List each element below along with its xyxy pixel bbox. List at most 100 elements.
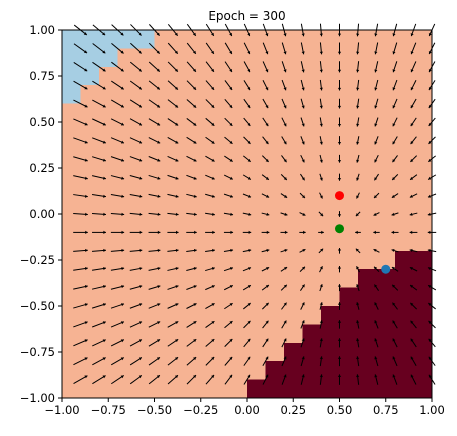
vector-arrow — [205, 117, 215, 127]
vector-arrow — [392, 374, 398, 385]
vector-arrow — [319, 374, 323, 385]
vector-arrow — [73, 230, 88, 234]
vector-arrow — [356, 338, 360, 348]
vector-arrow — [110, 285, 125, 290]
vector-arrow — [73, 303, 88, 309]
vector-arrow — [243, 356, 251, 366]
vector-arrow — [167, 212, 179, 216]
vector-arrow — [373, 192, 380, 199]
vector-arrow — [92, 212, 106, 216]
vector-arrow — [337, 320, 342, 329]
vector-arrow — [374, 61, 379, 73]
vector-arrow — [319, 117, 323, 127]
vector-arrow — [110, 99, 125, 108]
vector-arrow — [281, 155, 287, 163]
vector-arrow — [261, 193, 270, 198]
vector-arrow — [111, 42, 124, 54]
vector-arrow — [356, 192, 360, 199]
vector-arrow — [319, 136, 323, 145]
vector-arrow — [392, 117, 398, 127]
vector-arrow — [410, 136, 417, 145]
vector-arrow — [242, 174, 252, 180]
vector-arrow — [356, 117, 360, 127]
vector-arrow — [186, 155, 197, 162]
vector-arrow — [73, 194, 88, 198]
x-axis: −1.00 −0.75 −0.50 −0.25 0.00 0.25 0.50 0.75 1.00 — [44, 398, 445, 417]
vector-arrow — [337, 338, 342, 348]
vector-arrow — [280, 248, 288, 253]
vector-arrow — [186, 266, 197, 271]
vector-arrow — [186, 248, 197, 253]
vector-arrow — [223, 267, 234, 272]
vector-arrow — [148, 61, 161, 72]
vector-arrow — [356, 266, 360, 273]
chart-title: Epoch = 300 — [208, 9, 285, 23]
vector-arrow — [167, 356, 179, 366]
vector-arrow — [355, 230, 361, 234]
vector-arrow — [243, 155, 251, 163]
vector-arrow — [205, 136, 215, 144]
vector-arrow — [186, 356, 197, 366]
vector-arrow — [73, 375, 88, 385]
vector-arrow — [91, 194, 107, 198]
vector-arrow — [148, 137, 161, 144]
vector-arrow — [373, 248, 380, 253]
vector-arrow — [92, 339, 106, 347]
y-tick-label: 1.00 — [29, 23, 55, 37]
vector-arrow — [148, 80, 161, 90]
vector-arrow — [148, 248, 161, 253]
vector-arrow — [409, 212, 418, 216]
vector-arrow — [392, 98, 398, 109]
region-cell-dark-red — [321, 306, 432, 325]
vector-arrow — [73, 285, 88, 290]
vector-arrow — [148, 212, 161, 216]
vector-arrow — [243, 80, 251, 91]
y-tick-label: −1.00 — [20, 391, 55, 405]
vector-arrow — [110, 339, 125, 347]
data-point — [335, 191, 344, 201]
vector-arrow — [186, 174, 197, 180]
vector-arrow — [167, 80, 179, 90]
vector-arrow — [318, 248, 324, 254]
vector-arrow — [205, 61, 215, 73]
vector-arrow — [148, 285, 161, 290]
vector-arrow — [300, 42, 305, 55]
vector-arrow — [242, 212, 252, 216]
vector-arrow — [262, 98, 269, 109]
vector-arrow — [148, 339, 161, 347]
vector-arrow — [167, 137, 179, 144]
vector-arrow — [374, 173, 379, 181]
vector-arrow — [167, 248, 179, 253]
vector-arrow — [186, 285, 197, 290]
vector-arrow — [281, 320, 287, 329]
vector-arrow — [129, 118, 143, 126]
vector-arrow — [110, 156, 125, 162]
vector-arrow — [129, 248, 143, 253]
vector-arrow — [129, 266, 143, 271]
vector-arrow — [224, 155, 233, 162]
vector-arrow — [223, 248, 234, 253]
vector-arrow — [281, 302, 287, 310]
vector-arrow — [73, 156, 88, 162]
x-tick-label: 0.75 — [373, 403, 399, 417]
vector-arrow — [205, 248, 215, 253]
vector-arrow — [148, 321, 161, 328]
vector-arrow — [392, 356, 398, 367]
vector-arrow — [148, 174, 161, 180]
vector-arrow — [167, 174, 179, 180]
vector-arrow — [410, 320, 417, 329]
vector-arrow — [92, 80, 106, 90]
vector-arrow — [281, 42, 287, 55]
vector-arrow — [280, 212, 288, 216]
vector-arrow — [337, 117, 342, 127]
vector-arrow — [205, 302, 215, 310]
vector-arrow — [409, 174, 418, 181]
vector-arrow — [261, 266, 270, 272]
vector-arrow — [318, 230, 324, 234]
vector-arrow — [129, 175, 143, 180]
y-tick-label: 0.75 — [29, 69, 55, 83]
vector-arrow — [224, 338, 233, 347]
region-cell-dark-red — [395, 250, 432, 270]
vector-arrow — [186, 118, 197, 126]
vector-arrow — [356, 42, 360, 55]
